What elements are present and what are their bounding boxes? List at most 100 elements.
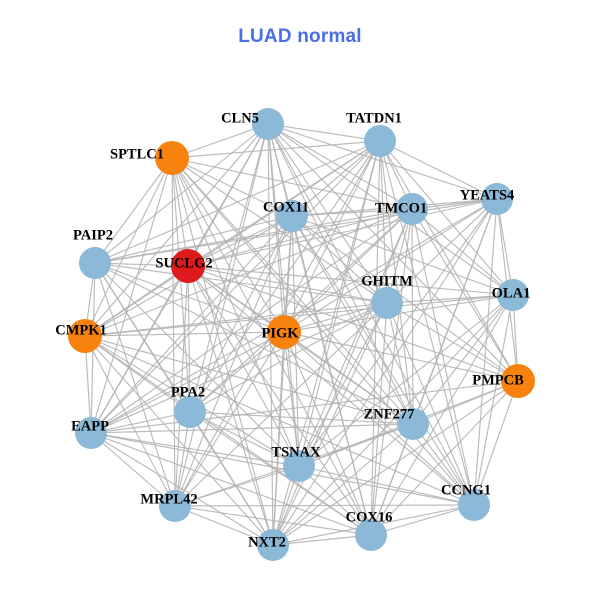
graph-edge (379, 140, 514, 296)
graph-edge (298, 198, 498, 467)
graph-edge (94, 208, 413, 264)
graph-node[interactable]: CLN5 (221, 108, 284, 140)
graph-node[interactable]: CMPK1 (55, 319, 107, 353)
node-layer: CLN5 TATDN1 SPTLC1 YEATS4 COX11 TMCO1 PAIP2 SUC… (55, 108, 535, 561)
graph-edge (370, 140, 381, 536)
node-circle-ppa2[interactable] (174, 396, 206, 428)
graph-edge (90, 265, 189, 434)
graph-edge (90, 157, 173, 434)
node-label-nxt2: NXT2 (248, 534, 286, 550)
graph-edge (187, 265, 372, 536)
graph-edge (272, 302, 388, 546)
graph-edge (291, 198, 498, 217)
graph-edge (84, 331, 285, 337)
node-circle-cox11[interactable] (276, 200, 308, 232)
node-circle-cox16[interactable] (355, 519, 387, 551)
graph-node[interactable]: PIGK (261, 315, 301, 349)
graph-edge (171, 157, 285, 333)
graph-edge (171, 157, 176, 507)
graph-edge (411, 208, 519, 382)
graph-edge (171, 157, 414, 425)
node-circle-tatdn1[interactable] (364, 125, 396, 157)
graph-edge (90, 208, 413, 434)
node-circle-nxt2[interactable] (257, 529, 289, 561)
graph-edge (90, 432, 274, 546)
graph-edge (189, 215, 293, 413)
node-circle-cln5[interactable] (252, 108, 284, 140)
node-label-tsnax: TSNAX (271, 444, 321, 460)
graph-edge (283, 331, 475, 506)
node-label-ola1: OLA1 (492, 285, 531, 301)
graph-edge (298, 208, 413, 467)
graph-edge (386, 302, 519, 382)
graph-edge (94, 215, 293, 264)
node-circle-sptlc1[interactable] (155, 141, 189, 175)
graph-edge (84, 140, 381, 337)
graph-edge (84, 208, 413, 337)
node-circle-pmpcb[interactable] (501, 364, 535, 398)
graph-edge (370, 504, 475, 536)
node-circle-tsnax[interactable] (283, 450, 315, 482)
node-circle-eapp[interactable] (75, 417, 107, 449)
graph-node[interactable]: MRPL42 (140, 490, 198, 522)
graph-edge (267, 123, 381, 142)
graph-edge (174, 505, 274, 546)
graph-edge (84, 335, 176, 507)
graph-edge (386, 294, 514, 304)
graph-edge (370, 423, 414, 536)
edge-layer (84, 123, 519, 546)
graph-node[interactable]: CCNG1 (441, 482, 491, 521)
graph-edge (84, 335, 414, 425)
graph-node[interactable]: NXT2 (248, 529, 289, 561)
node-label-cox16: COX16 (346, 509, 393, 525)
node-circle-pigk[interactable] (267, 315, 301, 349)
graph-node[interactable]: PMPCB (472, 364, 535, 398)
graph-edge (94, 157, 173, 264)
graph-node[interactable]: OLA1 (492, 279, 531, 311)
node-label-cox11: COX11 (263, 199, 309, 215)
graph-edge (189, 411, 300, 467)
graph-edge (90, 411, 191, 434)
graph-node[interactable]: ZNF277 (364, 406, 429, 440)
graph-edge (298, 465, 475, 506)
graph-node[interactable]: SUCLG2 (155, 249, 213, 283)
graph-edge (90, 302, 388, 434)
node-circle-ghitm[interactable] (371, 287, 403, 319)
graph-node[interactable]: GHITM (361, 273, 413, 319)
node-label-ghitm: GHITM (361, 273, 413, 289)
graph-node[interactable]: PPA2 (171, 384, 206, 428)
graph-edge (298, 140, 381, 467)
graph-node[interactable]: TSNAX (271, 444, 321, 482)
node-circle-cmpk1[interactable] (68, 319, 102, 353)
graph-edge (171, 157, 274, 546)
graph-edge (379, 140, 498, 200)
node-circle-paip2[interactable] (79, 247, 111, 279)
graph-node[interactable]: PAIP2 (73, 227, 113, 279)
graph-edge (171, 157, 293, 217)
graph-node[interactable]: EAPP (71, 417, 109, 449)
graph-node[interactable]: SPTLC1 (110, 141, 189, 175)
graph-edge (411, 208, 514, 296)
node-circle-ccng1[interactable] (458, 489, 490, 521)
node-circle-znf277[interactable] (397, 408, 429, 440)
node-circle-suclg2[interactable] (171, 249, 205, 283)
graph-edge (171, 157, 372, 536)
graph-node[interactable]: YEATS4 (460, 183, 515, 215)
node-circle-yeats4[interactable] (481, 183, 513, 215)
graph-edge (94, 262, 388, 304)
graph-edge (187, 265, 191, 413)
graph-edge (473, 294, 514, 506)
graph-edge (370, 208, 413, 536)
graph-node[interactable]: TATDN1 (346, 110, 402, 157)
graph-node[interactable]: TMCO1 (375, 193, 428, 225)
node-circle-tmco1[interactable] (396, 193, 428, 225)
graph-edge (187, 208, 413, 267)
graph-node[interactable]: COX11 (263, 199, 309, 232)
graph-edge (412, 423, 475, 506)
node-circle-mrpl42[interactable] (159, 490, 191, 522)
graph-edge (171, 157, 388, 304)
node-label-eapp: EAPP (71, 418, 109, 434)
node-circle-ola1[interactable] (497, 279, 529, 311)
graph-node[interactable]: COX16 (346, 509, 393, 551)
